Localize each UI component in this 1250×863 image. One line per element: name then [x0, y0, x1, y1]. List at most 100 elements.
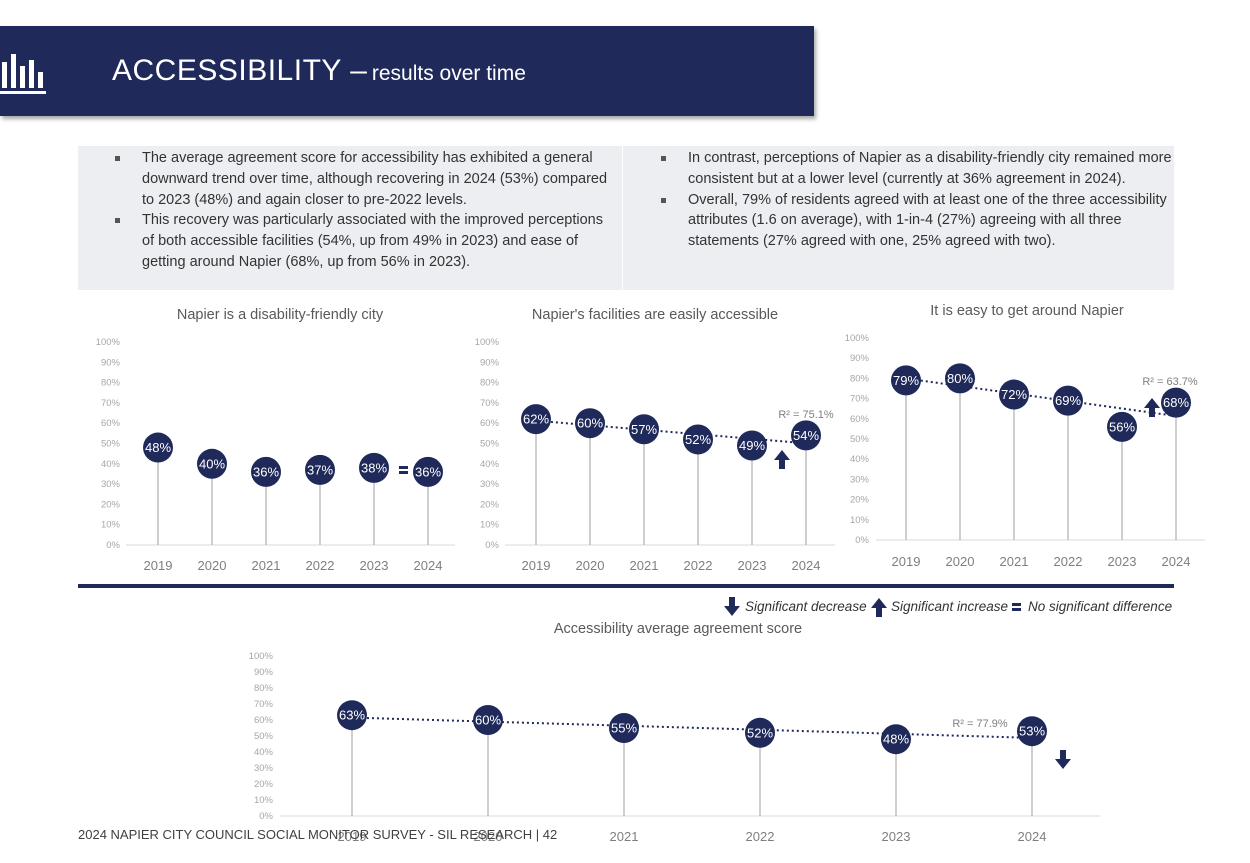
r-squared-label: R² = 77.9%	[952, 718, 1008, 730]
y-tick-label: 70%	[480, 398, 500, 409]
equals-icon	[1012, 603, 1021, 611]
y-tick-label: 10%	[850, 515, 870, 526]
y-tick-label: 50%	[254, 731, 274, 742]
y-tick-label: 30%	[254, 763, 274, 774]
data-label: 52%	[747, 725, 773, 740]
y-tick-label: 70%	[101, 398, 121, 409]
up-arrow-icon	[871, 598, 887, 617]
y-tick-label: 40%	[850, 454, 870, 465]
y-tick-label: 0%	[259, 811, 273, 822]
chart-title: Accessibility average agreement score	[554, 621, 802, 637]
y-tick-label: 50%	[101, 439, 121, 450]
data-point	[1107, 411, 1137, 442]
data-point	[413, 456, 443, 487]
data-point	[575, 408, 605, 439]
y-tick-label: 50%	[480, 439, 500, 450]
y-tick-label: 0%	[106, 540, 120, 551]
data-label: 37%	[307, 462, 333, 477]
y-tick-label: 60%	[101, 418, 121, 429]
y-tick-label: 10%	[480, 520, 500, 531]
data-point	[999, 379, 1029, 410]
x-tick-label: 2022	[684, 558, 713, 573]
x-tick-label: 2023	[360, 558, 389, 573]
y-tick-label: 90%	[480, 357, 500, 368]
data-point	[521, 404, 551, 435]
y-tick-label: 80%	[850, 373, 870, 384]
x-tick-label: 2019	[892, 554, 921, 569]
x-tick-label: 2023	[738, 558, 767, 573]
chart-title: Napier's facilities are easily accessibl…	[532, 307, 778, 323]
data-label: 60%	[475, 713, 501, 728]
x-tick-label: 2019	[522, 558, 551, 573]
up-arrow-icon	[774, 450, 790, 460]
summary-bullet: The average agreement score for accessib…	[78, 148, 618, 210]
x-tick-label: 2023	[882, 829, 911, 844]
summary-right: In contrast, perceptions of Napier as a …	[624, 148, 1184, 252]
y-tick-label: 90%	[101, 357, 121, 368]
summary-bullet: This recovery was particularly associate…	[78, 210, 618, 272]
trendline	[351, 716, 1033, 739]
x-tick-label: 2021	[630, 558, 659, 573]
y-tick-label: 20%	[101, 499, 121, 510]
down-arrow-icon	[1055, 759, 1071, 769]
data-label: 36%	[415, 464, 441, 479]
data-label: 60%	[577, 416, 603, 431]
summary-box: The average agreement score for accessib…	[78, 146, 1174, 290]
data-label: 62%	[523, 412, 549, 427]
x-tick-label: 2022	[306, 558, 335, 573]
y-tick-label: 60%	[480, 418, 500, 429]
y-tick-label: 80%	[254, 683, 274, 694]
data-point	[629, 414, 659, 445]
y-tick-label: 100%	[475, 337, 500, 348]
x-tick-label: 2021	[1000, 554, 1029, 569]
y-tick-label: 60%	[254, 715, 274, 726]
data-label: 38%	[361, 460, 387, 475]
data-label: 80%	[947, 371, 973, 386]
up-arrow-icon	[1144, 398, 1160, 408]
y-tick-label: 20%	[254, 779, 274, 790]
x-tick-label: 2023	[1108, 554, 1137, 569]
footer: 2024 NAPIER CITY COUNCIL SOCIAL MONITOR …	[78, 827, 558, 842]
y-tick-label: 0%	[485, 540, 499, 551]
summary-left: The average agreement score for accessib…	[78, 148, 618, 273]
summary-bullet: In contrast, perceptions of Napier as a …	[624, 148, 1184, 190]
data-point	[1053, 385, 1083, 416]
x-tick-label: 2022	[1054, 554, 1083, 569]
x-tick-label: 2024	[1162, 554, 1191, 569]
data-label: 69%	[1055, 393, 1081, 408]
x-tick-label: 2024	[414, 558, 443, 573]
chart-1: Napier is a disability-friendly city 0% 10…	[96, 307, 455, 573]
x-tick-label: 2021	[610, 829, 639, 844]
page-title: ACCESSIBILITY – results over time	[112, 54, 526, 88]
data-point	[745, 717, 775, 748]
y-tick-label: 70%	[850, 394, 870, 405]
data-point	[337, 700, 367, 731]
y-tick-label: 100%	[249, 651, 274, 662]
legend-decrease: Significant decrease	[745, 599, 867, 614]
summary-divider	[622, 146, 623, 290]
data-label: 48%	[145, 440, 171, 455]
x-tick-label: 2020	[946, 554, 975, 569]
data-point	[791, 420, 821, 451]
x-tick-label: 2024	[1018, 829, 1047, 844]
data-point	[1161, 387, 1191, 418]
data-point	[359, 452, 389, 483]
chart-2: Napier's facilities are easily accessibl…	[475, 307, 835, 573]
chart-title: Napier is a disability-friendly city	[177, 307, 384, 323]
data-point	[609, 713, 639, 743]
data-label: 56%	[1109, 419, 1135, 434]
x-tick-label: 2022	[746, 829, 775, 844]
chart-4: Accessibility average agreement score 0% 1…	[249, 621, 1100, 844]
y-tick-label: 0%	[855, 535, 869, 546]
y-tick-label: 30%	[850, 474, 870, 485]
data-point	[305, 454, 335, 485]
data-label: 54%	[793, 428, 819, 443]
y-tick-label: 100%	[845, 333, 870, 344]
equals-icon	[399, 471, 408, 474]
x-tick-label: 2020	[474, 829, 503, 844]
data-label: 79%	[893, 373, 919, 388]
header-banner: ACCESSIBILITY – results over time	[0, 26, 814, 116]
data-point	[945, 363, 975, 394]
down-arrow-icon	[1060, 750, 1066, 760]
y-tick-label: 80%	[480, 378, 500, 389]
